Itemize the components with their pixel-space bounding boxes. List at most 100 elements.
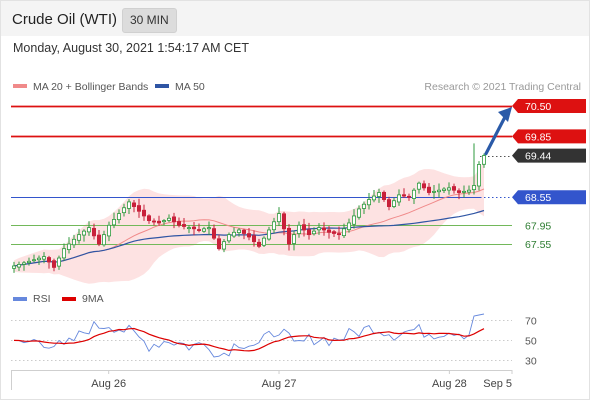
level-label-68-55-bg [512, 190, 586, 205]
candle-body [72, 238, 77, 246]
candle-body [156, 220, 161, 224]
candle-body [376, 192, 381, 197]
forecast-arrow-shaft [484, 113, 508, 156]
time-label: Sep 5 [483, 378, 512, 390]
candle-body [201, 228, 206, 232]
candle-body [381, 191, 386, 200]
candle-body [87, 227, 92, 233]
level-label-69-85: 69.85 [525, 131, 551, 143]
candle-body [466, 189, 471, 193]
rsi-tick-70: 70 [525, 316, 537, 328]
candle-body [136, 205, 141, 212]
rsi-line [13, 313, 485, 358]
candle-body [196, 229, 201, 231]
candle-body [256, 241, 261, 247]
candle-body [371, 195, 376, 201]
candle-body [426, 186, 431, 193]
candle-body [416, 182, 421, 190]
candle-body [396, 194, 401, 203]
candle-body [361, 203, 366, 209]
candle-body [206, 227, 211, 230]
candle-body [401, 194, 406, 197]
candle-body [391, 200, 396, 207]
candle-body [251, 235, 256, 243]
candle-body [281, 213, 286, 230]
rsi-legend: RSI 9MA [13, 293, 104, 305]
candle-body [122, 207, 127, 214]
candle-body [286, 227, 291, 245]
timeframe-button[interactable]: 30 MIN [122, 8, 177, 33]
candle-body [97, 234, 102, 245]
candle-body [351, 215, 356, 225]
candle-body [102, 234, 107, 246]
level-label-69-85-bg [512, 129, 586, 144]
candle-body [366, 199, 371, 206]
rsi-tick-30: 30 [525, 356, 537, 368]
bollinger-fill [14, 161, 484, 284]
candle-body [436, 189, 441, 193]
legend-label-9ma: 9MA [82, 293, 104, 305]
candle-body [146, 215, 151, 222]
candle-body [151, 220, 156, 223]
candle-body [276, 213, 281, 223]
level-label-70-50-bg [512, 99, 586, 113]
candle-body [291, 234, 296, 244]
candle-body [406, 195, 411, 198]
candle-body [311, 230, 316, 235]
candle-body [216, 238, 221, 250]
candle-body [67, 243, 72, 251]
candle-body [62, 248, 67, 259]
legend-label-ma20: MA 20 + Bollinger Bands [33, 81, 148, 93]
level-label-69-44-bg [512, 148, 586, 163]
candle-body [326, 229, 331, 233]
candle-body [42, 256, 47, 260]
candle-body [226, 234, 231, 242]
candle-body [296, 224, 301, 234]
candle-body [336, 233, 341, 236]
candle-body [246, 233, 251, 238]
candle-body [107, 224, 112, 237]
forecast-arrow-head [498, 107, 512, 122]
chart-header: Crude Oil (WTI) 30 MIN [1, 1, 589, 36]
candle-body [476, 164, 481, 187]
candle-body [186, 227, 191, 230]
candle-body [16, 264, 21, 268]
candle-body [356, 208, 361, 218]
candle-body [481, 155, 486, 165]
candle-body [161, 220, 166, 223]
legend-label-ma50: MA 50 [175, 81, 205, 93]
candle-body [321, 227, 326, 231]
bollinger-band [14, 161, 484, 284]
candle-body [211, 228, 216, 239]
copyright-text: Research © 2021 Trading Central [424, 81, 581, 93]
candle-body [266, 229, 271, 240]
candle-body [92, 227, 97, 237]
legend-label-rsi: RSI [33, 293, 51, 305]
candle-body [57, 257, 62, 267]
candle-body [77, 234, 82, 241]
candle-body [346, 222, 351, 231]
rsi-panel: 70 50 30 [11, 313, 537, 368]
candle-body [166, 217, 171, 221]
legend-swatch-rsi [13, 297, 27, 301]
candle-body [271, 221, 276, 231]
instrument-title: Crude Oil (WTI) [12, 11, 117, 28]
time-axis: Aug 26 Aug 27 Aug 28 Sep 5 [11, 370, 513, 390]
candle-body [451, 186, 456, 191]
price-legend: MA 20 + Bollinger Bands MA 50 [13, 81, 205, 93]
candle-body [411, 189, 416, 199]
candle-body [82, 230, 87, 236]
candlesticks [11, 143, 486, 273]
candle-body [37, 257, 42, 261]
candle-body [32, 259, 37, 262]
candle-body [21, 262, 26, 265]
candle-body [461, 190, 466, 193]
time-label: Aug 26 [91, 378, 126, 390]
candle-body [456, 190, 461, 193]
forecast-arrow [484, 107, 512, 156]
candle-body [306, 229, 311, 236]
candle-body [127, 201, 132, 209]
level-label-68-55: 68.55 [525, 192, 551, 204]
candle-body [47, 257, 52, 263]
